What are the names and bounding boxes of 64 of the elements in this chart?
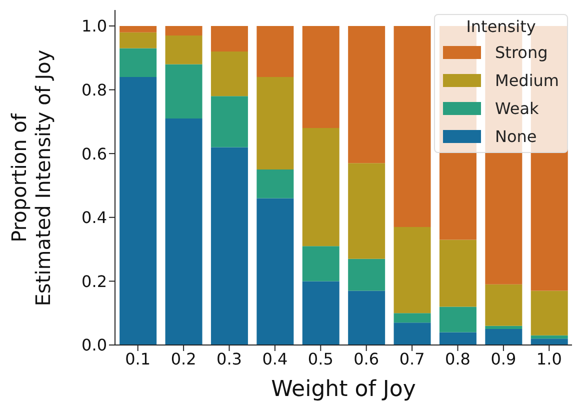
bar (120, 77, 157, 345)
bar (530, 335, 568, 339)
bar (120, 32, 157, 48)
bar (394, 226, 431, 314)
x-tick-label: 0.9 (490, 349, 516, 368)
bar (485, 329, 522, 345)
bar (165, 26, 202, 36)
legend-entry: Strong (443, 38, 559, 66)
y-tick-label: 0.8 (82, 80, 107, 100)
bar (439, 306, 476, 332)
bar (256, 77, 294, 170)
bar (394, 26, 431, 227)
bar (210, 147, 248, 345)
x-tick-label: 0.2 (170, 349, 196, 368)
bar (165, 118, 202, 345)
y-tick-label: 1.0 (82, 16, 107, 36)
bar (302, 246, 340, 282)
x-tick-label: 0.4 (262, 349, 288, 368)
bar (120, 26, 157, 32)
legend-entry: None (443, 122, 559, 150)
bar (348, 258, 386, 291)
x-axis-title: Weight of Joy (271, 377, 416, 402)
bar (439, 240, 476, 307)
bar (348, 163, 386, 259)
x-tick-label: 0.1 (125, 349, 151, 368)
x-tick-label: 0.7 (399, 349, 425, 368)
y-tick-label: 0.4 (82, 208, 107, 228)
bar (302, 128, 340, 246)
y-tick-label: 0.2 (82, 272, 107, 291)
legend-entry: Medium (443, 66, 559, 94)
legend-label: None (495, 126, 537, 146)
x-tick-label: 1.0 (536, 349, 562, 368)
bar (485, 326, 522, 330)
bar (348, 290, 386, 345)
x-tick-label: 0.5 (308, 349, 334, 368)
x-tick-label: 0.6 (354, 349, 380, 368)
bar (256, 170, 294, 198)
y-tick-label: 0.6 (82, 144, 107, 164)
bar (210, 51, 248, 96)
legend-entry: Weak (443, 94, 559, 122)
bar (302, 26, 340, 128)
legend-label: Strong (495, 42, 548, 62)
bar (530, 338, 568, 345)
bar (210, 26, 248, 52)
y-tick-label: 0.0 (82, 336, 107, 355)
bar (302, 281, 340, 345)
bar (348, 26, 386, 164)
legend-label: Weak (495, 98, 539, 118)
bar (165, 36, 202, 64)
bar (530, 290, 568, 336)
bar (439, 332, 476, 345)
bar (120, 48, 157, 77)
bar (485, 284, 522, 326)
bar (394, 322, 431, 345)
bar (394, 313, 431, 323)
x-tick-label: 0.3 (216, 349, 242, 368)
x-tick-label: 0.8 (445, 349, 470, 368)
legend-label: Medium (495, 70, 559, 90)
y-axis-title: Proportion of Estimated Intensity of Joy (7, 50, 55, 306)
bar (165, 64, 202, 118)
bar (256, 198, 294, 345)
bar (256, 26, 294, 77)
bar (210, 96, 248, 148)
legend-title: Intensity (465, 17, 537, 36)
